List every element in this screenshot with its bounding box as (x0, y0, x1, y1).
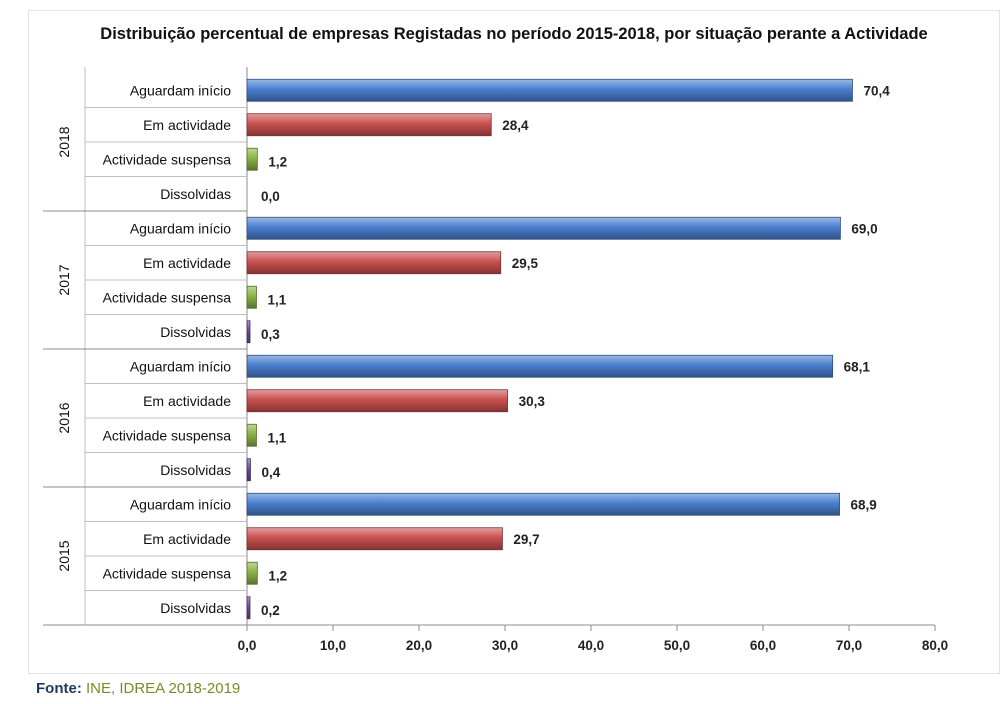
category-label: Em actividade (143, 393, 231, 409)
group-label-2015: 2015 (56, 540, 72, 571)
x-tick-label: 50,0 (664, 638, 690, 653)
bar-2017-em-actividade (246, 251, 502, 275)
data-label: 30,3 (519, 394, 546, 409)
data-label: 0,2 (261, 603, 280, 618)
data-label: 0,0 (261, 189, 280, 204)
category-label: Actividade suspensa (103, 151, 232, 167)
bar-2016-dissolvidas (246, 458, 251, 482)
category-label: Aguardam início (130, 358, 231, 374)
data-label: 70,4 (863, 83, 890, 98)
source-label: Fonte: (36, 680, 82, 697)
data-label: 68,9 (851, 497, 877, 512)
x-tick-label: 10,0 (320, 638, 346, 653)
data-label: 28,4 (502, 118, 529, 133)
bar-2018-em-actividade (246, 113, 492, 137)
data-label: 1,1 (267, 430, 286, 445)
chart-frame (28, 10, 1000, 674)
group-label-2017: 2017 (56, 264, 72, 295)
bar-2017-dissolvidas (246, 320, 251, 344)
x-tick-label: 70,0 (836, 638, 862, 653)
category-label: Actividade suspensa (103, 565, 232, 581)
category-label: Em actividade (143, 255, 231, 271)
bar-2016-aguardam-início (246, 354, 834, 378)
data-label: 68,1 (844, 359, 871, 374)
bar-2015-dissolvidas (246, 596, 251, 620)
group-label-2016: 2016 (56, 402, 72, 433)
category-label: Dissolvidas (160, 324, 231, 340)
category-label: Dissolvidas (160, 186, 231, 202)
bar-2017-actividade-suspensa (246, 285, 257, 309)
data-label: 69,0 (851, 221, 877, 236)
data-label: 1,2 (268, 154, 287, 169)
data-label: 0,4 (261, 465, 280, 480)
source-note: Fonte: INE, IDREA 2018-2019 (36, 680, 240, 697)
bar-2018-actividade-suspensa (246, 147, 258, 171)
category-label: Actividade suspensa (103, 289, 232, 305)
data-label: 1,1 (267, 292, 286, 307)
data-label: 29,7 (513, 532, 539, 547)
source-text: INE, IDREA 2018-2019 (86, 680, 241, 697)
x-tick-label: 30,0 (492, 638, 518, 653)
bar-2016-em-actividade (246, 389, 508, 413)
data-label: 29,5 (512, 256, 539, 271)
category-label: Aguardam início (130, 82, 231, 98)
x-tick-label: 80,0 (922, 638, 948, 653)
x-tick-label: 0,0 (238, 638, 257, 653)
bar-2017-aguardam-início (246, 216, 841, 240)
category-label: Aguardam início (130, 220, 231, 236)
category-label: Dissolvidas (160, 600, 231, 616)
category-label: Actividade suspensa (103, 427, 232, 443)
category-label: Em actividade (143, 117, 231, 133)
bar-2018-aguardam-início (246, 78, 853, 102)
data-label: 0,3 (261, 327, 280, 342)
bar-2015-em-actividade (246, 527, 503, 551)
bar-2015-aguardam-início (246, 492, 840, 516)
x-tick-label: 20,0 (406, 638, 432, 653)
bar-2016-actividade-suspensa (246, 423, 257, 447)
bar-2015-actividade-suspensa (246, 561, 258, 585)
chart-title: Distribuição percentual de empresas Regi… (100, 25, 928, 43)
group-label-2018: 2018 (56, 126, 72, 157)
category-label: Aguardam início (130, 496, 231, 512)
x-tick-label: 40,0 (578, 638, 604, 653)
data-label: 1,2 (268, 568, 287, 583)
category-label: Em actividade (143, 531, 231, 547)
category-label: Dissolvidas (160, 462, 231, 478)
x-tick-label: 60,0 (750, 638, 776, 653)
